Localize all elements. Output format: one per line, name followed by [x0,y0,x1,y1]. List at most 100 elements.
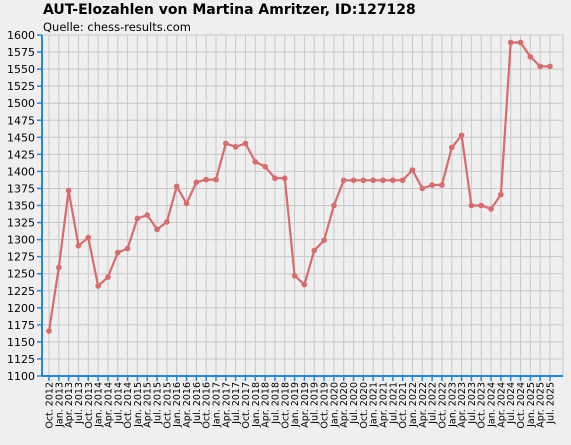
x-tick-label: Jul. 2021 [388,382,399,425]
x-tick-label: Jan. 2014 [94,382,105,428]
data-point [124,245,131,252]
data-point [193,179,200,186]
x-tick-label: Jan. 2013 [54,382,65,428]
y-tick-label: 1300 [7,234,35,247]
data-point [419,185,426,192]
x-tick-label: Jul. 2018 [270,382,281,425]
y-tick-label: 1550 [7,63,35,76]
x-tick-label: Jul. 2025 [546,382,557,425]
y-tick-label: 1175 [7,319,35,332]
data-point [301,281,308,288]
data-point [291,272,298,279]
y-tick-label: 1425 [7,148,35,161]
data-point [380,177,386,184]
x-tick-label: Apr. 2022 [418,382,429,428]
y-tick-label: 1575 [7,46,35,59]
x-tick-label: Oct. 2016 [202,382,213,429]
data-point [517,39,524,46]
x-tick-label: Oct. 2014 [123,382,134,429]
x-tick-label: Jul. 2017 [231,382,242,425]
x-tick-label: Jul. 2015 [153,382,164,425]
data-point [252,159,259,165]
y-tick-label: 1400 [7,165,35,178]
x-tick-label: Oct. 2018 [280,382,291,429]
x-tick-label: Oct. 2021 [398,382,409,429]
data-point [232,144,239,150]
x-tick-label: Apr. 2013 [64,382,75,428]
data-point [46,328,52,334]
y-tick-label: 1525 [7,80,35,93]
data-point [458,132,465,139]
data-point [173,183,180,190]
grid-lines [41,34,564,377]
data-point [409,167,416,173]
y-tick-label: 1150 [7,336,35,349]
x-tick-label: Oct. 2022 [437,382,448,429]
data-point [134,215,141,222]
x-tick-label: Oct. 2015 [162,382,173,429]
y-tick-label: 1475 [7,114,35,127]
data-point [65,187,72,194]
x-tick-label: Jul. 2016 [192,382,203,425]
x-tick-label: Apr. 2020 [339,382,350,428]
x-tick-label: Oct. 2024 [516,382,527,429]
data-point [203,176,209,183]
data-point [272,175,278,182]
y-tick-label: 1125 [7,353,35,366]
x-tick-label: Jan. 2023 [447,382,458,428]
data-point [321,237,327,244]
y-tick-label: 1450 [7,131,35,144]
y-tick-label: 1350 [7,200,35,213]
data-point [95,283,101,289]
data-point [537,63,543,70]
data-point [144,212,151,218]
x-tick-label: Jan. 2020 [329,382,340,428]
y-tick-label: 1600 [7,29,35,42]
data-point [311,247,318,254]
data-point [75,242,82,249]
data-point [164,219,170,225]
data-point [105,274,111,280]
data-point [507,39,514,46]
x-tick-label: Jan. 2016 [172,382,183,428]
series-elo [46,39,553,334]
data-point [85,234,92,241]
y-tick-label: 1100 [7,370,35,383]
data-point [154,226,160,233]
y-tick-label: 1225 [7,285,35,298]
x-tick-label: Oct. 2012 [45,382,56,429]
x-tick-label: Jul. 2020 [349,382,360,425]
data-point [399,177,406,184]
x-tick-label: Oct. 2023 [477,382,488,429]
x-tick-label: Apr. 2025 [536,382,547,428]
series-line [47,41,550,332]
x-tick-label: Jul. 2019 [310,382,321,425]
x-tick-label: Jan. 2015 [133,382,144,428]
data-point [340,177,347,184]
data-point [439,182,445,188]
data-point [223,140,229,147]
data-point [262,163,268,170]
x-tick-label: Jul. 2023 [467,382,478,425]
data-point [331,202,337,209]
x-tick-label: Jul. 2022 [428,382,439,425]
x-tick-label: Jan. 2019 [290,382,301,428]
data-point [468,202,475,209]
x-tick-label: Apr. 2014 [103,382,114,428]
x-tick-label: Apr. 2021 [379,382,390,428]
x-tick-label: Jan. 2018 [251,382,262,428]
axes [37,34,563,381]
data-point [56,264,62,271]
x-tick-label: Jan. 2022 [408,382,419,428]
data-point [114,249,121,256]
x-tick-label: Jan. 2025 [526,382,537,428]
data-point [478,202,485,209]
x-tick-label: Apr. 2024 [496,382,507,428]
x-tick-label: Apr. 2023 [457,382,468,428]
data-point [390,177,396,184]
x-tick-label: Apr. 2017 [221,382,232,428]
x-tick-label: Jan. 2024 [487,382,498,428]
y-tick-label: 1200 [7,302,35,315]
